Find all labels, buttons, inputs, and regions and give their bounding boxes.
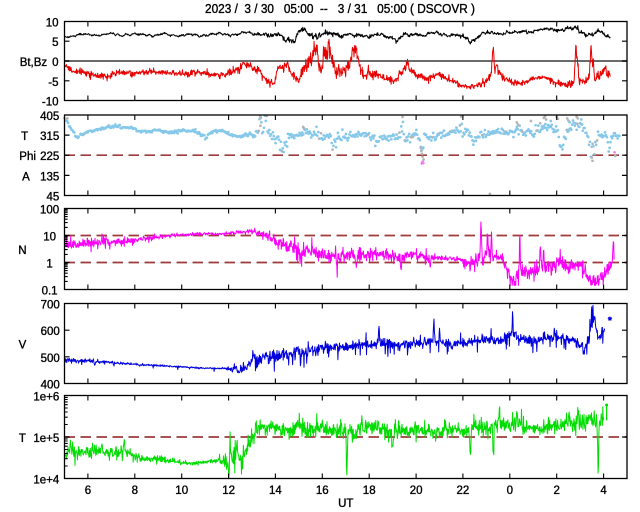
svg-text:2: 2 [553, 485, 559, 497]
svg-text:22: 22 [457, 485, 470, 497]
svg-text:5: 5 [52, 37, 58, 49]
svg-text:T: T [21, 131, 28, 143]
svg-text:0.1: 0.1 [42, 286, 58, 298]
svg-text:12: 12 [222, 485, 235, 497]
svg-text:0: 0 [52, 57, 58, 69]
svg-text:UT: UT [338, 498, 353, 510]
svg-text:18: 18 [363, 485, 376, 497]
svg-text:V: V [19, 340, 27, 352]
svg-text:Bt,Bz: Bt,Bz [20, 57, 48, 69]
svg-text:-5: -5 [48, 77, 58, 89]
svg-text:225: 225 [40, 151, 59, 163]
svg-text:1e+6: 1e+6 [33, 392, 59, 404]
svg-text:135: 135 [40, 171, 59, 183]
svg-text:10: 10 [43, 232, 56, 244]
svg-text:10: 10 [46, 18, 59, 30]
svg-text:16: 16 [316, 485, 329, 497]
svg-text:100: 100 [40, 205, 59, 217]
svg-text:1e+5: 1e+5 [33, 433, 59, 445]
svg-text:10: 10 [175, 485, 188, 497]
svg-text:6: 6 [85, 485, 91, 497]
svg-text:0: 0 [507, 485, 513, 497]
svg-text:T: T [19, 433, 26, 445]
svg-text:8: 8 [132, 485, 138, 497]
svg-text:-10: -10 [42, 97, 59, 109]
svg-text:N: N [18, 245, 26, 257]
svg-text:2023 / 3 / 30 05:00 -- 3: 2023 / 3 / 30 05:00 -- 3 / 31 05:00 ( DS… [205, 2, 475, 16]
svg-text:1e+4: 1e+4 [33, 475, 60, 487]
svg-text:A: A [22, 171, 30, 183]
svg-text:45: 45 [47, 192, 60, 204]
svg-text:Phi: Phi [19, 151, 36, 163]
svg-text:315: 315 [40, 131, 59, 143]
svg-text:1: 1 [46, 259, 52, 271]
svg-text:500: 500 [41, 353, 60, 365]
svg-text:400: 400 [41, 380, 60, 392]
svg-text:700: 700 [41, 300, 60, 312]
svg-text:405: 405 [40, 111, 59, 123]
svg-text:14: 14 [269, 485, 282, 497]
svg-text:4: 4 [600, 485, 607, 497]
svg-text:20: 20 [410, 485, 423, 497]
svg-text:600: 600 [41, 326, 60, 338]
